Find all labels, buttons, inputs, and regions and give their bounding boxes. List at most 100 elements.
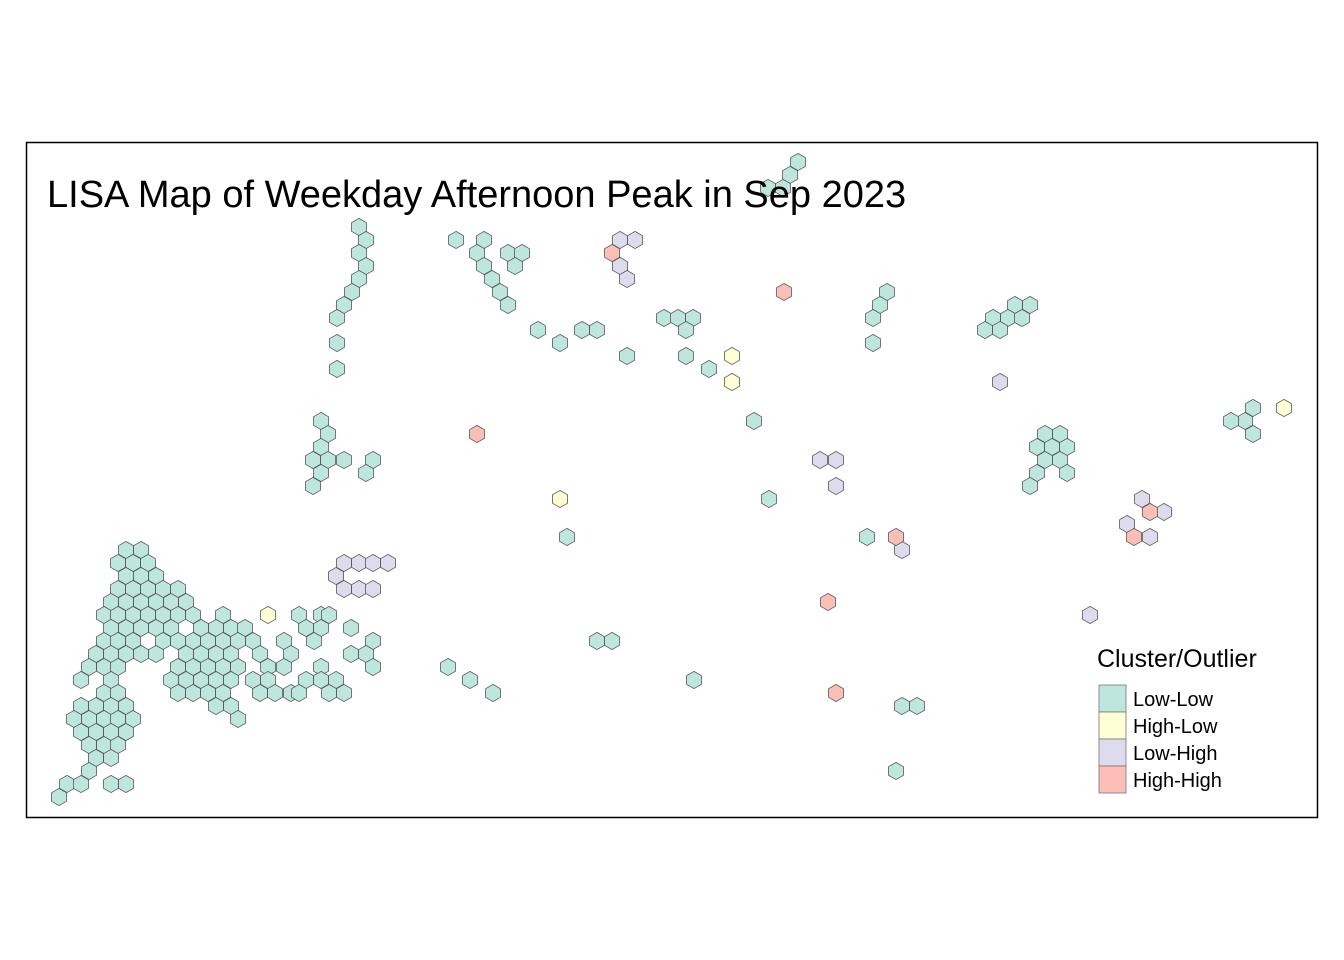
hex-cell-lh bbox=[619, 269, 635, 289]
hex-cell-lh bbox=[812, 450, 828, 470]
hex-cell-ll bbox=[313, 463, 329, 483]
hex-cell-ll bbox=[1245, 424, 1261, 444]
hex-cell-ll bbox=[1245, 398, 1261, 418]
hex-cell-hl bbox=[260, 605, 276, 625]
hex-cell-ll bbox=[103, 748, 119, 768]
legend-label-hh: High-High bbox=[1133, 770, 1222, 792]
hex-cell-ll bbox=[909, 696, 925, 716]
hex-cell-ll bbox=[1223, 411, 1239, 431]
hex-cell-ll bbox=[230, 709, 246, 729]
hex-cell-ll bbox=[678, 346, 694, 366]
hex-cell-ll bbox=[589, 631, 605, 651]
hex-cell-hh bbox=[776, 282, 792, 302]
hex-cell-ll bbox=[185, 683, 201, 703]
hex-cell-ll bbox=[507, 256, 523, 276]
hex-cell-hh bbox=[1126, 527, 1142, 547]
hex-cell-lh bbox=[328, 566, 344, 586]
hex-cell-hh bbox=[1142, 502, 1158, 522]
hex-cell-ll bbox=[619, 346, 635, 366]
hex-cell-ll bbox=[656, 308, 672, 328]
hex-cell-ll bbox=[118, 722, 134, 742]
hex-cell-ll bbox=[977, 320, 993, 340]
hex-cell-ll bbox=[574, 320, 590, 340]
hex-cell-ll bbox=[344, 282, 360, 302]
hex-cell-ll bbox=[321, 683, 337, 703]
hex-cell-ll bbox=[118, 774, 134, 794]
hex-cell-ll bbox=[276, 657, 292, 677]
hex-cell-ll bbox=[148, 644, 164, 664]
hex-cell-hl bbox=[1276, 398, 1292, 418]
hex-cell-lh bbox=[1082, 605, 1098, 625]
hex-cell-ll bbox=[530, 320, 546, 340]
legend-items: Low-Low High-Low Low-High High-High bbox=[1098, 684, 1222, 794]
hex-cell-ll bbox=[103, 774, 119, 794]
hex-cell-ll bbox=[448, 230, 464, 250]
hex-cell-ll bbox=[1022, 476, 1038, 496]
hex-cell-ll bbox=[365, 657, 381, 677]
hex-cell-ll bbox=[559, 527, 575, 547]
hex-cell-ll bbox=[252, 683, 268, 703]
hex-cell-ll bbox=[73, 774, 89, 794]
hex-cell-ll bbox=[992, 320, 1008, 340]
hex-cell-ll bbox=[358, 463, 374, 483]
hex-cell-ll bbox=[321, 605, 337, 625]
hex-cell-hl bbox=[724, 346, 740, 366]
hex-cell-ll bbox=[1059, 463, 1075, 483]
hex-cell-ll bbox=[291, 683, 307, 703]
hex-cell-ll bbox=[343, 644, 359, 664]
hex-cell-ll bbox=[336, 683, 352, 703]
hex-cell-hh bbox=[604, 243, 620, 263]
hex-cell-lh bbox=[1134, 489, 1150, 509]
hex-cell-ll bbox=[267, 683, 283, 703]
hex-cell-ll bbox=[552, 333, 568, 353]
hex-cell-ll bbox=[305, 476, 321, 496]
hex-cell-ll bbox=[761, 489, 777, 509]
hex-cell-ll bbox=[462, 670, 478, 690]
hex-cell-ll bbox=[760, 178, 776, 198]
hex-cell-ll bbox=[329, 333, 345, 353]
hex-cell-ll bbox=[485, 683, 501, 703]
hex-cell-hh bbox=[888, 527, 904, 547]
hex-cell-lh bbox=[894, 540, 910, 560]
hex-cell-lh bbox=[336, 579, 352, 599]
hex-cell-ll bbox=[604, 631, 620, 651]
hex-cell-ll bbox=[865, 333, 881, 353]
hex-cell-hl bbox=[552, 489, 568, 509]
hex-cell-lh bbox=[351, 579, 367, 599]
legend-swatch-ll bbox=[1098, 684, 1127, 713]
legend-title: Cluster/Outlier bbox=[1097, 645, 1257, 673]
hexagon-layer bbox=[51, 152, 1292, 807]
legend-label-lh: Low-High bbox=[1133, 743, 1217, 765]
hex-cell-lh bbox=[828, 476, 844, 496]
hex-cell-ll bbox=[894, 696, 910, 716]
hex-cell-ll bbox=[133, 644, 149, 664]
hex-cell-ll bbox=[492, 282, 508, 302]
hex-cell-hh bbox=[828, 683, 844, 703]
legend-swatch-hl bbox=[1098, 711, 1127, 740]
hex-cell-lh bbox=[365, 579, 381, 599]
hex-cell-ll bbox=[306, 631, 322, 651]
legend-label-ll: Low-Low bbox=[1133, 689, 1214, 711]
hex-cell-lh bbox=[992, 372, 1008, 392]
hex-cell-lh bbox=[1156, 502, 1172, 522]
hex-cell-ll bbox=[252, 644, 268, 664]
hex-cell-ll bbox=[589, 320, 605, 340]
hex-cell-ll bbox=[888, 761, 904, 781]
hex-cell-ll bbox=[746, 411, 762, 431]
hex-cell-lh bbox=[1142, 527, 1158, 547]
hex-cell-ll bbox=[859, 527, 875, 547]
hex-cell-ll bbox=[701, 359, 717, 379]
hex-cell-ll bbox=[484, 269, 500, 289]
hex-cell-ll bbox=[51, 787, 67, 807]
hex-cell-ll bbox=[1014, 308, 1030, 328]
hex-cell-lh bbox=[351, 553, 367, 573]
legend-swatch-hh bbox=[1098, 765, 1127, 794]
hex-cell-ll bbox=[73, 670, 89, 690]
hex-cell-ll bbox=[440, 657, 456, 677]
legend-swatch-lh bbox=[1098, 738, 1127, 767]
hex-cell-ll bbox=[81, 761, 97, 781]
hex-cell-ll bbox=[500, 295, 516, 315]
hex-cell-hh bbox=[469, 424, 485, 444]
hex-cell-ll bbox=[678, 320, 694, 340]
